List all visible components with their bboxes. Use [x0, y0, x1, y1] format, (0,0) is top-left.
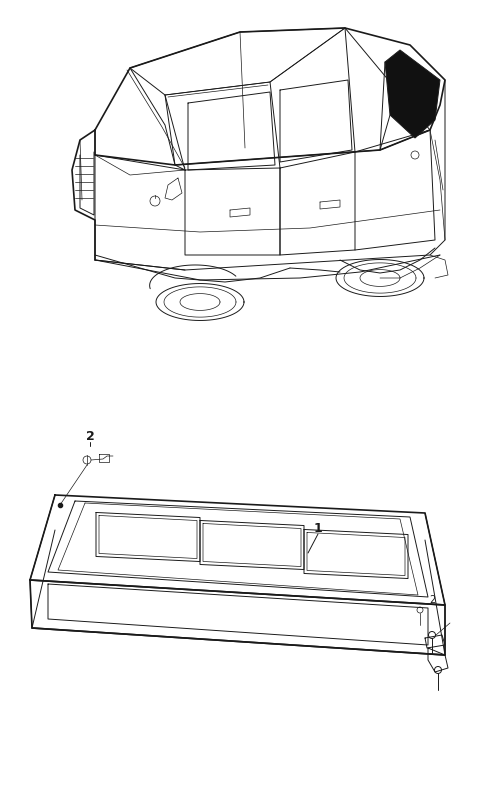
Text: 2: 2: [429, 595, 435, 605]
Text: 2: 2: [85, 429, 95, 443]
Polygon shape: [385, 50, 440, 138]
Text: 1: 1: [313, 521, 323, 534]
